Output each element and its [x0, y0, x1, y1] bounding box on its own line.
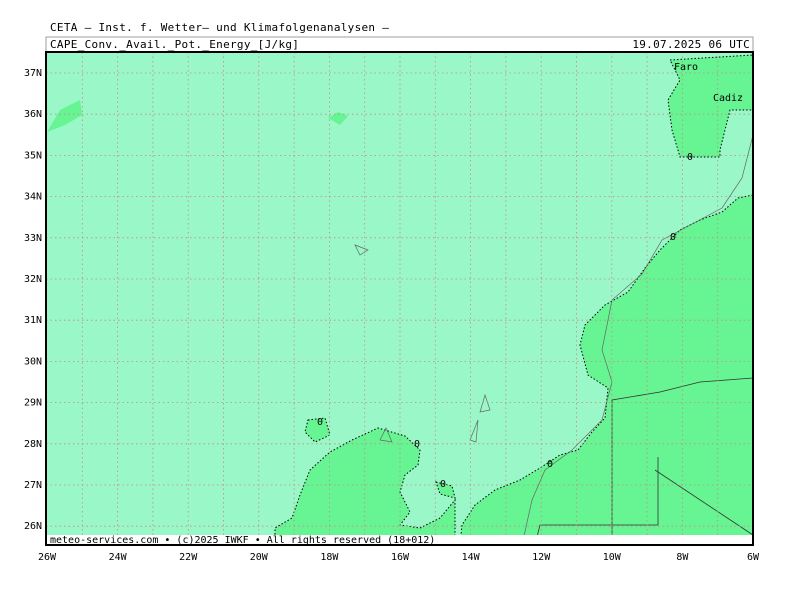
- header-title: CETA — Inst. f. Wetter— und Klimafolgena…: [50, 21, 389, 34]
- footer: meteo-services.com • (c)2025 IWKF • All …: [50, 535, 435, 546]
- contour-label: 0: [687, 152, 693, 163]
- lon-label: 16W: [391, 552, 410, 563]
- lat-label: 28N: [24, 439, 42, 450]
- contour-label: 0: [670, 232, 676, 243]
- contour-label: 0: [547, 459, 553, 470]
- parameter-label: CAPE_Conv._Avail._Pot._Energy_[J/kg]: [50, 38, 299, 51]
- footer-bar: [46, 535, 753, 545]
- lon-label: 14W: [462, 552, 481, 563]
- place-label: Faro: [674, 62, 698, 73]
- lon-label: 12W: [532, 552, 551, 563]
- lon-label: 24W: [109, 552, 128, 563]
- lon-label: 22W: [179, 552, 198, 563]
- cape-shading: [47, 54, 754, 546]
- lon-label: 10W: [603, 552, 622, 563]
- lat-label: 35N: [24, 150, 42, 161]
- lat-label: 34N: [24, 192, 42, 203]
- lon-label: 6W: [747, 552, 760, 563]
- contour-label: 0: [317, 417, 323, 428]
- coastline: [354, 134, 754, 546]
- lon-label: 26W: [38, 552, 57, 563]
- contour-label: 0: [414, 439, 420, 450]
- lat-label: 27N: [24, 480, 42, 491]
- lat-label: 37N: [24, 68, 42, 79]
- lon-label: 18W: [320, 552, 339, 563]
- lat-label: 36N: [24, 109, 42, 120]
- lon-label: 20W: [250, 552, 269, 563]
- contour-label: 0: [440, 479, 446, 490]
- lat-label: 32N: [24, 274, 42, 285]
- lat-label: 33N: [24, 233, 42, 244]
- graticule: [46, 52, 753, 545]
- lon-label: 8W: [676, 552, 689, 563]
- valid-time: 19.07.2025 06 UTC: [632, 38, 750, 51]
- lat-label: 29N: [24, 398, 42, 409]
- place-label: Cadiz: [713, 93, 743, 104]
- map-frame: [45, 51, 754, 546]
- lat-label: 26N: [24, 521, 42, 532]
- lat-label: 31N: [24, 315, 42, 326]
- lat-label: 30N: [24, 356, 42, 367]
